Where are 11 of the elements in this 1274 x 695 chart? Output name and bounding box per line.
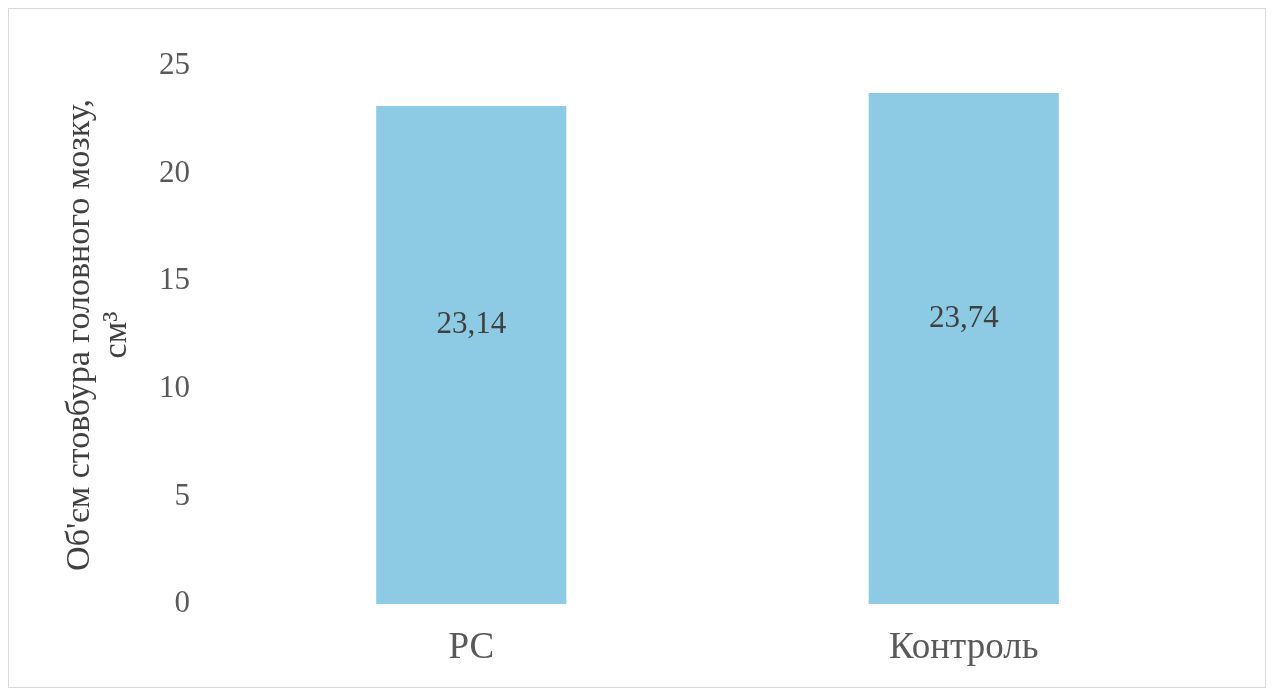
data-label: 23,74 [928, 298, 1000, 334]
y-tick-label: 5 [174, 476, 190, 512]
y-tick-label: 0 [174, 584, 190, 620]
y-tick-label: 15 [159, 261, 190, 297]
y-axis-title: Об'єм стовбура головного мозку, см³ [58, 99, 134, 571]
y-tick-label: 10 [159, 368, 190, 404]
data-label: 23,14 [436, 305, 507, 341]
y-tick-label: 20 [159, 153, 190, 189]
x-tick-label: РС [448, 624, 495, 666]
x-tick-label: Контроль [888, 624, 1039, 666]
y-tick-label: 25 [159, 46, 190, 82]
